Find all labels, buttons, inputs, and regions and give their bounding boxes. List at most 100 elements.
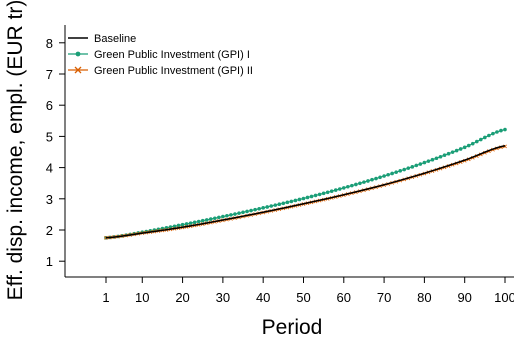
data-point	[346, 184, 350, 189]
x-tick-label: 20	[175, 290, 189, 305]
data-point	[454, 148, 459, 153]
data-point	[378, 175, 382, 180]
data-point	[426, 159, 431, 163]
data-point	[269, 204, 274, 208]
data-point	[301, 196, 306, 201]
x-axis-title: Period	[262, 316, 323, 339]
legend: Baseline Green Public Investment (GPI) I G…	[68, 33, 253, 77]
data-point	[462, 145, 467, 150]
x-tick-label: 60	[337, 290, 351, 305]
legend-label: Baseline	[94, 33, 136, 45]
data-point	[317, 192, 322, 197]
x-tick-label: 1	[102, 290, 109, 305]
legend-marker	[75, 51, 81, 57]
series-3	[104, 144, 507, 240]
x-tick-label: 90	[457, 290, 471, 305]
data-point	[293, 198, 298, 203]
data-point	[499, 128, 503, 133]
data-point	[217, 215, 221, 220]
data-point	[249, 208, 253, 213]
data-point	[208, 217, 213, 221]
data-point	[321, 191, 326, 196]
data-point	[458, 147, 463, 151]
data-point	[221, 214, 225, 219]
data-point	[362, 180, 366, 184]
series-layer	[104, 127, 507, 240]
data-point	[333, 188, 338, 192]
data-point	[438, 154, 443, 159]
data-point	[503, 127, 507, 132]
data-point	[313, 193, 318, 198]
series-line	[105, 145, 506, 239]
y-tick-label: 1	[46, 254, 53, 269]
data-point	[414, 163, 419, 168]
data-point	[273, 203, 278, 207]
data-point	[479, 137, 483, 142]
x-tick-label: 70	[377, 290, 391, 305]
legend-item: Green Public Investment (GPI) I	[68, 49, 250, 61]
data-point	[374, 176, 378, 181]
data-point	[200, 218, 205, 223]
data-point	[213, 216, 217, 221]
data-point	[422, 160, 427, 165]
data-point	[495, 130, 499, 134]
y-tick-label: 6	[46, 98, 53, 113]
series-line	[105, 145, 506, 239]
data-point	[245, 209, 249, 214]
data-point	[474, 139, 479, 144]
data-point	[410, 165, 415, 169]
x-tick-label: 100	[494, 290, 514, 305]
data-point	[366, 179, 370, 183]
y-tick-label: 2	[46, 223, 53, 238]
data-point	[446, 151, 451, 156]
y-tick-label: 7	[46, 67, 53, 82]
legend-item: Baseline	[68, 33, 136, 45]
data-point	[180, 222, 185, 227]
plot-frame	[64, 25, 514, 278]
data-point	[176, 223, 181, 228]
data-point	[261, 206, 265, 210]
data-point	[358, 181, 362, 186]
x-tick-label: 30	[216, 290, 230, 305]
series-1	[105, 145, 506, 239]
data-point	[434, 156, 439, 161]
data-point	[237, 211, 241, 215]
data-point	[491, 131, 495, 136]
x-tick-label: 80	[417, 290, 431, 305]
data-point	[350, 183, 354, 188]
legend-marker	[74, 66, 82, 74]
data-point	[470, 141, 475, 146]
data-point	[253, 207, 257, 212]
data-point	[241, 210, 245, 215]
x-tick-label: 50	[296, 290, 310, 305]
data-point	[390, 171, 394, 176]
x-axis-ticks: 1 10 20 30 40 50 60 70 80 90 100	[102, 277, 514, 305]
data-point	[188, 221, 193, 225]
x-tick-label: 10	[135, 290, 149, 305]
data-point	[265, 205, 270, 209]
data-point	[204, 218, 209, 222]
data-point	[402, 167, 407, 172]
data-point	[442, 153, 447, 158]
data-point	[450, 150, 455, 154]
legend-item: Green Public Investment (GPI) II	[68, 65, 253, 77]
data-point	[172, 224, 177, 229]
data-point	[329, 189, 334, 193]
data-point	[225, 213, 229, 218]
data-point	[257, 206, 261, 211]
data-point	[281, 201, 286, 206]
data-point	[354, 182, 358, 187]
data-point	[341, 186, 346, 190]
data-point	[483, 135, 487, 140]
data-point	[229, 213, 233, 217]
data-point	[406, 166, 411, 170]
y-axis-title: Eff. disp. income, empl. (EUR tr)	[4, 0, 27, 300]
data-point	[289, 199, 294, 204]
data-point	[285, 200, 290, 205]
data-point	[337, 187, 342, 191]
series-line	[105, 128, 506, 239]
data-point	[382, 174, 386, 178]
y-axis-ticks: 1 2 3 4 5 6 7 8	[46, 36, 65, 269]
data-point	[386, 172, 390, 177]
